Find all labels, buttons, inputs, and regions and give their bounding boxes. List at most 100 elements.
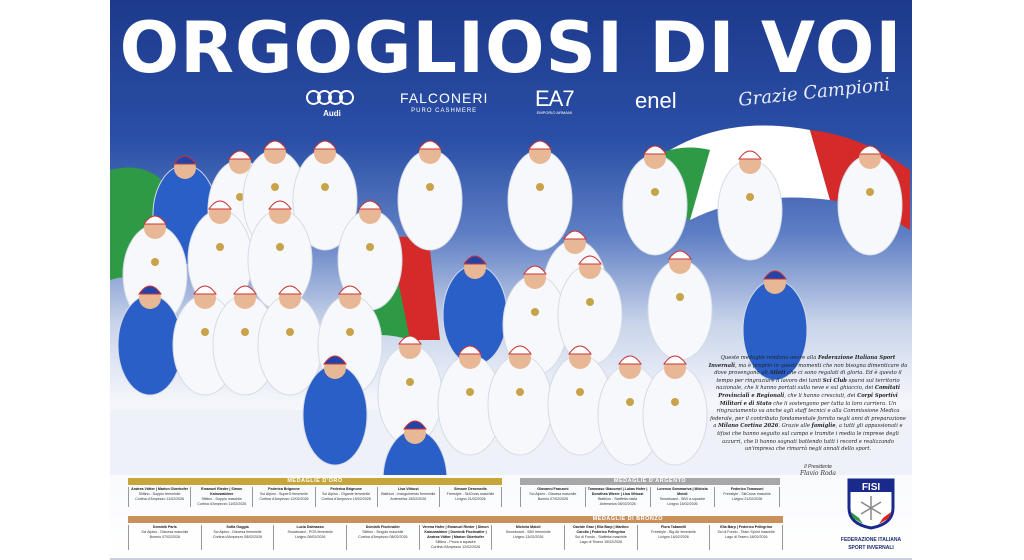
medal-icon [746,193,754,201]
athlete-hat [323,355,347,365]
athlete-body [557,264,623,366]
medal-athletes: Andrea Vötter | Marion Oberhofer [131,487,189,491]
medal-event: Snowboard - SBX femminile [505,530,551,534]
medal-place: Cortina d'Ampezzo 15/02/2026 [321,497,371,501]
falconeri-logo: FALCONERI PURO CASHMERE [400,90,488,114]
medal-event: Slittino - Singolo maschile [362,530,404,534]
medal-icon [866,188,874,196]
message-segment: Queste medaglie rendono onore alla [720,355,818,361]
athlete-hat [278,285,302,295]
medal-icon [426,183,434,191]
medal-icon [406,378,414,386]
gold-medal-entry: Federica Brignone Sci Alpino - SuperG fem… [252,487,314,507]
ea7-logo: EA7 EMPORIO ARMANI [535,86,575,116]
medal-athletes: Sofia Goggia [226,525,249,529]
medal-icon [286,328,294,336]
medal-place: Cortina d'Ampezzo 08/02/2026 [212,535,263,539]
athlete-hat [578,255,602,265]
athlete-body [622,154,688,256]
medal-icon [651,188,659,196]
medal-athletes: Davide Graz | Elia Barp | Martino Caroll… [573,525,629,534]
medal-athletes: Dominik Paris [152,525,177,529]
medal-event: Sci Alpino - SuperG femminile [260,492,308,496]
bronze-medal-entry: Michela Moioli Snowboard - SBX femminile L… [491,525,564,550]
italian-flag-red [390,236,440,340]
message-segment: che li sostengono per tutta la loro carr… [710,400,906,430]
silver-medals-header: MEDAGLIE D'ARGENTO [520,478,780,485]
audi-rings-icon [306,90,354,105]
message-segment: Milano Cortina 2026 [718,423,779,430]
medal-icon [626,398,634,406]
signature-name: Flavio Roda [799,470,837,477]
medal-event: Slittino - Prova a squadre [435,540,476,544]
athlete-hat [338,285,362,295]
athlete-hat [528,140,552,150]
message-segment: Comitati Provinciali e Regionali [718,385,901,399]
medal-athletes: Michela Moioli [515,525,541,529]
fisi-name-line1: FEDERAZIONE ITALIANA [840,537,902,543]
athlete-hat [173,155,197,165]
athletes-photo-collage [110,125,912,475]
athlete-hat [193,285,217,295]
medal-athletes: Federica Brignone [330,487,362,491]
president-message: Queste medaglie rendono onore alla Feder… [708,355,908,454]
athlete-hat [263,140,287,150]
medal-place: Livigno 16/02/2026 [658,535,689,539]
medal-athletes: Flora Tabanelli [660,525,687,529]
bronze-medal-entry: Elia Barp | Federico Pellegrino Sci di Fo… [709,525,784,550]
ea7-sub: EMPORIO ARMANI [536,110,572,115]
medal-place: Bormio 07/02/2026 [149,535,181,539]
medal-event: Slittino - Doppio femminile [138,492,181,496]
gold-medal-entry: Emanuel Rieder | Simon Kainzwaldner Slitt… [190,487,252,507]
fisi-emblem-icon: FISI [847,478,895,530]
fisi-name-line2: SPORT INVERNALI [848,545,894,551]
athlete-body [397,149,463,251]
medal-athletes: Simone Deromedis [454,487,487,491]
falconeri-name: FALCONERI [400,90,489,106]
gold-medals-list: Andrea Vötter | Marion Oberhofer Slittino… [128,487,503,507]
athlete-hat [358,200,382,210]
silver-medals-list: Giovanni Franzoni Sci Alpino - Discesa ma… [520,487,780,507]
medal-athletes: Tommaso Giacomel | Lukas Hofer | Dorothe… [587,487,648,496]
athlete-hat [618,355,642,365]
athlete-hat [643,145,667,155]
medal-event: Sci Alpino - Gigante femminile [322,492,371,496]
medal-icon [216,243,224,251]
medal-athletes: Lorenzo Sommariva | Michela Moioli [657,487,708,496]
athlete-hat [138,285,162,295]
silver-medal-entry: Federico Tomasoni Freestyle - SkiCross ma… [714,487,780,507]
medal-icon [671,398,679,406]
athlete-hat [403,420,427,430]
gold-medal-entry: Lisa Vittozzi Biathlon - Inseguimento fem… [376,487,439,507]
medal-event: Sci Alpino - Discesa femminile [213,530,262,534]
medal-event: Sci di Fondo - Team Sprint maschile [717,530,775,534]
athlete-body [117,294,183,396]
medal-athletes: Federico Tomasoni [730,487,764,491]
athlete-hat [233,285,257,295]
medal-event: Freestyle - Big Air femminile [651,530,696,534]
athlete-body [647,259,713,361]
medal-event: Sci di Fondo - Staffetta maschile [575,535,627,539]
medal-icon [531,308,539,316]
message-segment: , ma è proprio in questi momenti che non… [714,362,908,377]
medal-event: Sci Alpino - Discesa maschile [529,492,577,496]
medal-place: Anterselva 08/02/2026 [599,502,636,506]
ea7-name: EA7 [535,86,575,111]
athlete-body [487,354,553,456]
signature: Il Presidente Flavio Roda [788,464,848,477]
message-segment: Corpi Sportivi Militari e di Stato [719,392,898,407]
athlete-hat [143,215,167,225]
bronze-medal-entry: Dominik Fischnaller Slittino - Singolo ma… [346,525,419,550]
athlete-hat [668,250,692,260]
fisi-logo: FISI FEDERAZIONE ITALIANA SPORT INVERNAL… [836,474,906,551]
bronze-medal-entry: Davide Graz | Elia Barp | Martino Caroll… [564,525,637,550]
athlete-body [642,364,708,466]
medal-place: Bormio 07/02/2026 [537,497,569,501]
athlete-hat [208,200,232,210]
medal-icon [516,388,524,396]
athlete-hat [398,335,422,345]
medal-place: Cortina d'Ampezzo 12/02/2026 [259,497,309,501]
poster-title: ORGOGLIOSI DI VOI [119,7,903,89]
medal-place: Cortina d'Ampezzo 12/02/2026 [430,545,481,549]
athlete-body [837,154,903,256]
